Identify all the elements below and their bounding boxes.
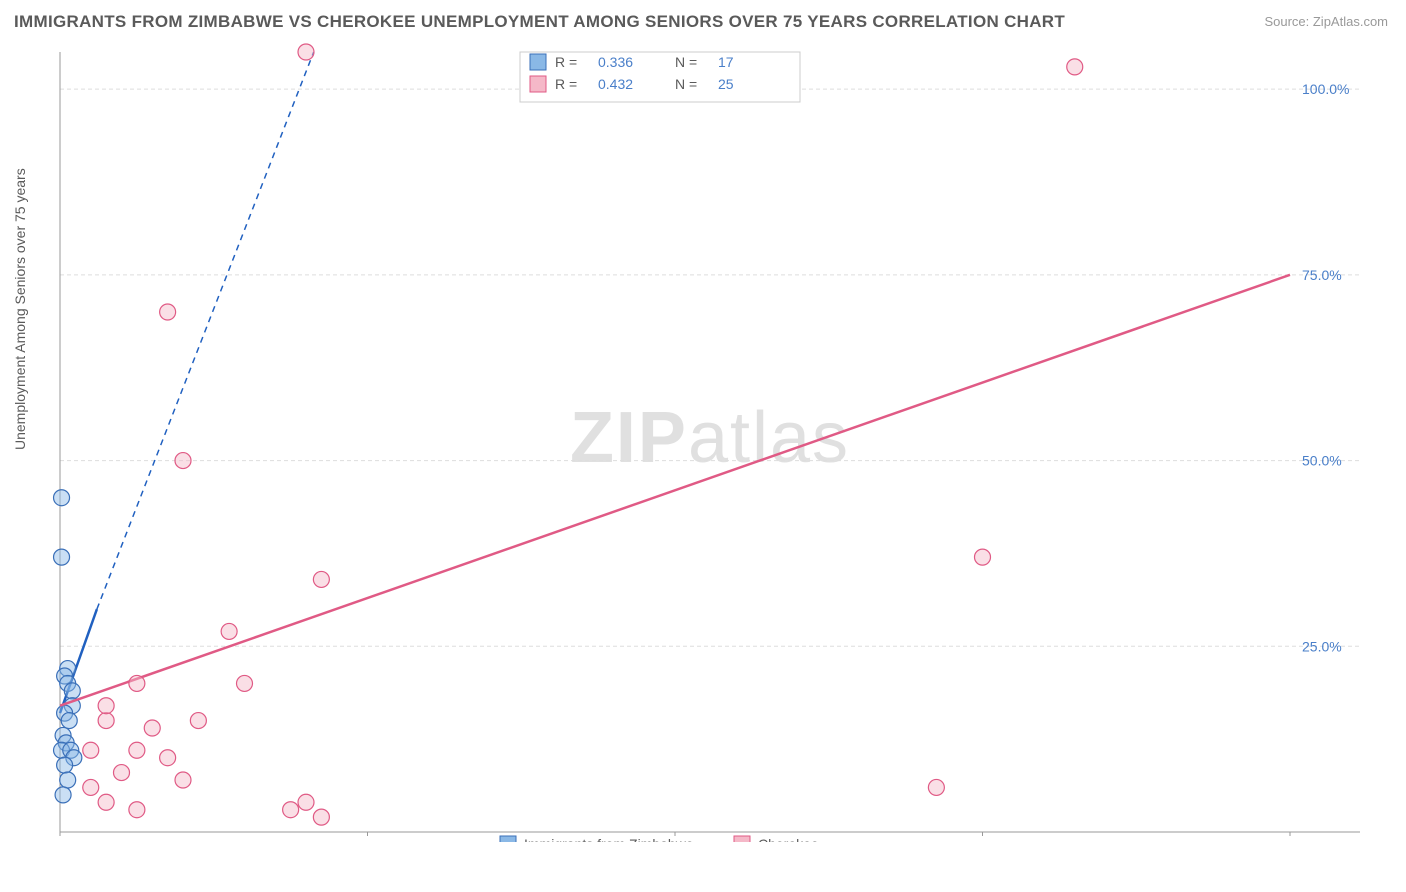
y-tick-label: 50.0% (1302, 453, 1342, 469)
legend-r-label: R = (555, 76, 577, 92)
data-point (60, 772, 76, 788)
data-point (83, 742, 99, 758)
legend-bottom: Immigrants from Zimbabwe Cherokee (500, 836, 819, 842)
legend-swatch (530, 54, 546, 70)
data-point (57, 757, 73, 773)
data-point (129, 742, 145, 758)
data-point (129, 802, 145, 818)
data-point (175, 772, 191, 788)
data-point (160, 750, 176, 766)
chart-source: Source: ZipAtlas.com (1264, 14, 1388, 29)
data-point (83, 779, 99, 795)
data-point (54, 549, 70, 565)
y-tick-label: 25.0% (1302, 638, 1342, 654)
legend-top: R = 0.336 N = 17 R = 0.432 N = 25 (520, 52, 800, 102)
data-point (61, 713, 77, 729)
data-point (98, 794, 114, 810)
legend-n-label: N = (675, 54, 697, 70)
data-point (98, 713, 114, 729)
data-point (54, 490, 70, 506)
legend-r-value: 0.336 (598, 54, 633, 70)
data-point (298, 44, 314, 60)
data-point (55, 787, 71, 803)
data-point (283, 802, 299, 818)
y-tick-label: 100.0% (1302, 81, 1349, 97)
x-tick-label: 0.0% (50, 839, 76, 842)
data-point (175, 453, 191, 469)
data-point (190, 713, 206, 729)
plot-svg: ZIPatlas 25.0%50.0%75.0%100.0%0.0%80.0% … (50, 42, 1370, 842)
legend-n-value: 17 (718, 54, 734, 70)
data-point (129, 675, 145, 691)
data-point (144, 720, 160, 736)
data-point (160, 304, 176, 320)
legend-swatch (530, 76, 546, 92)
chart-container: IMMIGRANTS FROM ZIMBABWE VS CHEROKEE UNE… (0, 0, 1406, 892)
legend-bottom-swatch (734, 836, 750, 842)
y-axis-label: Unemployment Among Seniors over 75 years (12, 168, 28, 450)
legend-r-value: 0.432 (598, 76, 633, 92)
legend-r-label: R = (555, 54, 577, 70)
data-point (114, 765, 130, 781)
data-point (975, 549, 991, 565)
trend-line-dashed (97, 52, 314, 609)
data-point (313, 809, 329, 825)
legend-n-label: N = (675, 76, 697, 92)
data-point (237, 675, 253, 691)
data-point (928, 779, 944, 795)
data-point (64, 683, 80, 699)
data-point (298, 794, 314, 810)
trend-line (60, 275, 1290, 706)
data-point (1067, 59, 1083, 75)
x-tick-label: 80.0% (1340, 839, 1370, 842)
legend-bottom-label: Immigrants from Zimbabwe (524, 836, 694, 842)
watermark: ZIPatlas (570, 398, 850, 478)
legend-bottom-label: Cherokee (758, 836, 819, 842)
data-point (221, 623, 237, 639)
data-point (98, 698, 114, 714)
chart-title: IMMIGRANTS FROM ZIMBABWE VS CHEROKEE UNE… (14, 12, 1065, 32)
legend-n-value: 25 (718, 76, 734, 92)
data-point (313, 571, 329, 587)
legend-bottom-swatch (500, 836, 516, 842)
y-tick-label: 75.0% (1302, 267, 1342, 283)
